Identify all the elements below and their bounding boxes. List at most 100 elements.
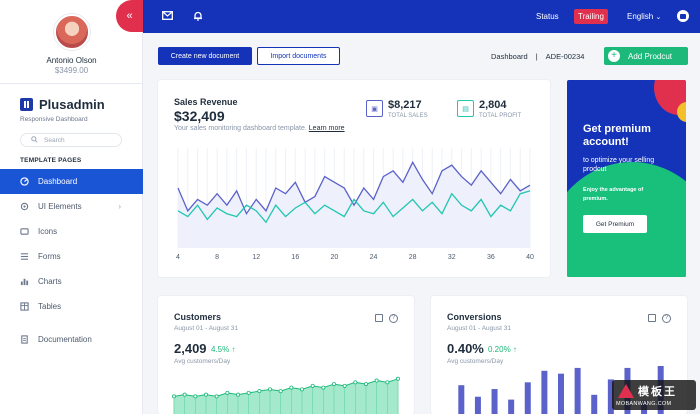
data-point <box>182 392 187 397</box>
search-icon <box>31 135 38 145</box>
data-point <box>374 378 379 383</box>
sidebar-item-charts[interactable]: Charts <box>0 269 143 294</box>
data-point <box>236 392 241 397</box>
conversion-bar <box>474 396 481 414</box>
wallet-icon: ▣ <box>366 100 383 117</box>
total-sales-value: $8,217 <box>388 99 422 111</box>
add-product-button[interactable]: + Add Prodcut <box>604 47 688 65</box>
total-sales-kpi: ▣ $8,217 TOTAL SALES <box>366 100 428 119</box>
data-point <box>193 394 198 399</box>
user-menu-icon[interactable] <box>677 10 689 22</box>
customers-change: 4.5% ↑ <box>211 345 236 354</box>
profile-name: Antonio Olson <box>46 56 97 65</box>
charts-icon <box>20 277 29 286</box>
sidebar-item-forms[interactable]: Forms <box>0 244 143 269</box>
search-placeholder: Search <box>44 136 65 144</box>
add-product-label: Add Prodcut <box>628 51 673 61</box>
conversion-bar <box>541 370 548 414</box>
section-label: TEMPLATE PAGES <box>20 157 82 164</box>
help-icon[interactable]: ? <box>662 314 671 323</box>
help-icon[interactable]: ? <box>389 314 398 323</box>
import-documents-button[interactable]: Import documents <box>257 47 340 65</box>
conversions-label: Avg customers/Day <box>447 358 504 365</box>
sidebar-item-ui-elements[interactable]: UI Elements › <box>0 194 143 219</box>
x-tick-label: 16 <box>291 254 299 261</box>
premium-small-text: Enjoy the advantage of premium. <box>583 187 644 202</box>
customers-area-chart <box>171 376 400 414</box>
series-line-2 <box>177 190 531 224</box>
data-point <box>321 385 326 390</box>
breadcrumb: Dashboard | ADE-00234 <box>491 52 584 61</box>
chevron-right-icon: › <box>118 202 121 211</box>
data-point <box>363 382 368 387</box>
sales-subtitle-text: Your sales monitoring dashboard template… <box>174 125 307 132</box>
language-label: English <box>627 12 654 21</box>
decor-yellow-circle <box>677 102 686 122</box>
data-point <box>342 383 347 388</box>
sidebar-divider <box>0 83 143 84</box>
brand-logo-icon <box>20 98 33 111</box>
search-input[interactable]: Search <box>20 133 122 147</box>
sales-title: Sales Revenue <box>174 97 238 107</box>
watermark-logo-icon <box>618 384 634 398</box>
premium-title: Get premium account! <box>583 123 651 148</box>
collapse-sidebar-button[interactable]: « <box>116 0 143 32</box>
trailing-badge[interactable]: Trailing <box>574 9 608 24</box>
total-profit-kpi: ▤ 2,804 TOTAL PROFIT <box>457 100 521 119</box>
forms-icon <box>20 252 29 261</box>
top-bar: Status Trailing English ⌄ <box>143 0 700 33</box>
customers-label: Avg customers/Day <box>174 358 231 365</box>
bell-icon[interactable] <box>193 11 203 24</box>
sidebar-item-tables[interactable]: Tables <box>0 294 143 319</box>
data-point <box>278 389 283 394</box>
avatar[interactable] <box>53 14 90 50</box>
premium-promo-card: Get premium account! to optimize your se… <box>567 80 686 277</box>
profile-amount: $3499.00 <box>54 66 89 75</box>
status-link[interactable]: Status <box>536 12 559 21</box>
sidebar-item-dashboard[interactable]: Dashboard <box>0 169 143 194</box>
conversions-value: 0.40% <box>447 341 484 356</box>
watermark: 模板王 MOBANWANG.COM <box>612 380 696 410</box>
print-icon[interactable] <box>648 314 656 322</box>
conversion-bar <box>574 367 581 414</box>
sidebar-item-label: Forms <box>38 252 61 261</box>
x-tick-label: 24 <box>370 254 378 261</box>
conversions-actions: ? <box>648 314 671 323</box>
data-point <box>353 380 358 385</box>
conversion-bar <box>591 394 598 414</box>
total-profit-value: 2,804 <box>479 99 507 111</box>
sidebar-item-documentation[interactable]: Documentation <box>0 327 143 352</box>
profile: Antonio Olson $3499.00 <box>0 14 143 75</box>
print-icon[interactable] <box>375 314 383 322</box>
sidebar-nav: Dashboard UI Elements › Icons Forms Char… <box>0 169 143 319</box>
brand-name: Plusadmin <box>39 97 105 112</box>
mail-icon[interactable] <box>162 11 173 23</box>
customers-card: Customers August 01 - August 31 2,409 4.… <box>158 296 414 414</box>
sidebar-item-label: Dashboard <box>38 177 78 186</box>
x-tick-label: 4 <box>176 254 180 261</box>
sales-line-chart: 4 8 12 16 20 24 28 32 36 40 <box>176 148 534 261</box>
get-premium-button[interactable]: Get Premium <box>583 215 647 233</box>
breadcrumb-page[interactable]: Dashboard <box>491 52 528 61</box>
customers-title: Customers <box>174 312 222 322</box>
documentation-label: Documentation <box>38 335 92 344</box>
conversion-bar <box>607 379 614 414</box>
learn-more-link[interactable]: Learn more <box>308 125 345 132</box>
conversions-date-range: August 01 - August 31 <box>447 325 511 332</box>
data-point <box>257 389 262 394</box>
watermark-bottom: MOBANWANG.COM <box>616 401 672 407</box>
data-point <box>268 387 273 392</box>
brand[interactable]: Plusadmin <box>20 97 105 112</box>
conversions-title: Conversions <box>447 312 502 322</box>
language-select[interactable]: English ⌄ <box>627 12 661 21</box>
plus-icon: + <box>608 50 620 62</box>
x-tick-label: 20 <box>331 254 339 261</box>
documentation-row[interactable]: Documentation <box>0 327 143 352</box>
data-point <box>225 390 230 395</box>
brand-subtitle: Responsive Dashboard <box>20 116 88 123</box>
sidebar-item-icons[interactable]: Icons <box>0 219 143 244</box>
create-document-button[interactable]: Create new document <box>158 47 252 65</box>
double-chevron-left-icon: « <box>126 10 133 22</box>
chevron-down-icon: ⌄ <box>655 14 662 21</box>
customers-date-range: August 01 - August 31 <box>174 325 238 332</box>
